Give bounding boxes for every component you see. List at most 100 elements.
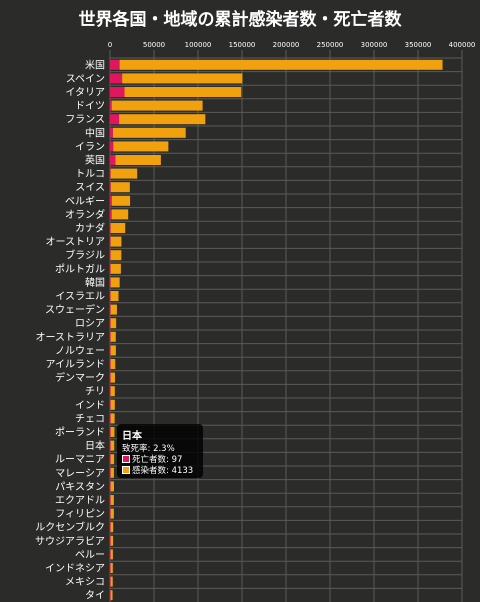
bar-deaths[interactable] [110, 141, 114, 152]
bar-cases[interactable] [112, 127, 186, 138]
bar-deaths[interactable] [110, 291, 111, 301]
bar-cases[interactable] [110, 168, 138, 179]
bar-deaths[interactable] [110, 236, 111, 247]
category-label: ルーマニア [55, 455, 105, 466]
category-label: カナダ [75, 222, 105, 235]
bar-deaths[interactable] [110, 223, 111, 233]
bar-deaths[interactable] [110, 563, 111, 573]
bar-deaths[interactable] [110, 386, 111, 397]
bar-cases[interactable] [110, 427, 115, 437]
bar-cases[interactable] [110, 576, 113, 587]
bar-cases[interactable] [110, 508, 114, 519]
tooltip-cases: 感染者数: 4133 [132, 466, 194, 476]
bar-cases[interactable] [110, 440, 115, 451]
bar-deaths[interactable] [110, 127, 113, 138]
bar-deaths[interactable] [110, 549, 111, 560]
bar-deaths[interactable] [110, 576, 111, 587]
bar-cases[interactable] [124, 87, 242, 97]
bar-deaths[interactable] [110, 263, 111, 274]
bar-cases[interactable] [110, 359, 116, 369]
bar-deaths[interactable] [110, 304, 111, 315]
category-label: ルクセンブルク [35, 521, 105, 534]
category-label: オーストラリア [36, 331, 106, 343]
bar-deaths[interactable] [110, 277, 111, 288]
bar-cases[interactable] [111, 195, 131, 206]
bar-cases[interactable] [110, 399, 115, 410]
bar-cases[interactable] [110, 535, 114, 546]
bar-cases[interactable] [110, 372, 115, 383]
x-tick-label: 250000 [317, 41, 344, 49]
bar-deaths[interactable] [110, 481, 111, 492]
bar-deaths[interactable] [110, 345, 111, 356]
bar-cases[interactable] [119, 59, 443, 70]
bar-deaths[interactable] [110, 209, 112, 220]
bar-deaths[interactable] [110, 522, 111, 533]
bar-deaths[interactable] [110, 318, 111, 329]
bar-cases[interactable] [111, 100, 203, 111]
bar-cases[interactable] [110, 236, 122, 247]
bar-cases[interactable] [110, 467, 114, 478]
bar-cases[interactable] [110, 182, 130, 193]
bar-deaths[interactable] [110, 440, 111, 451]
bar-cases[interactable] [110, 481, 114, 492]
category-label: マレーシア [55, 468, 105, 479]
bar-cases[interactable] [110, 454, 115, 465]
bar-cases[interactable] [110, 563, 113, 573]
category-label: 中国 [85, 126, 105, 139]
bar-deaths[interactable] [110, 535, 111, 546]
bar-cases[interactable] [110, 291, 119, 301]
bar-cases[interactable] [110, 495, 114, 505]
bar-deaths[interactable] [110, 508, 111, 519]
bar-cases[interactable] [110, 304, 117, 315]
category-label: パキスタン [55, 481, 105, 493]
bar-cases[interactable] [110, 331, 116, 342]
bar-deaths[interactable] [110, 413, 111, 424]
category-label: インドネシア [45, 563, 105, 575]
bar-deaths[interactable] [110, 59, 120, 70]
bar-cases[interactable] [122, 73, 243, 84]
bar-deaths[interactable] [110, 467, 111, 478]
bar-deaths[interactable] [110, 87, 125, 97]
bar-cases[interactable] [110, 263, 121, 274]
bar-deaths[interactable] [110, 495, 111, 505]
category-label: 米国 [85, 58, 105, 71]
bar-deaths[interactable] [110, 427, 111, 437]
bar-cases[interactable] [110, 345, 116, 356]
bar-deaths[interactable] [110, 168, 111, 179]
bar-cases[interactable] [113, 141, 169, 152]
bar-deaths[interactable] [110, 359, 111, 369]
bar-deaths[interactable] [110, 331, 111, 342]
category-label: イタリア [65, 87, 105, 99]
category-label: 英国 [85, 154, 105, 167]
bar-cases[interactable] [119, 114, 206, 125]
bar-deaths[interactable] [110, 100, 112, 111]
bar-cases[interactable] [110, 386, 115, 397]
category-label: 日本 [85, 439, 105, 452]
bar-cases[interactable] [110, 413, 115, 424]
category-label: ロシア [75, 319, 105, 330]
category-label: ポーランド [55, 427, 105, 439]
category-label: チェコ [75, 413, 105, 425]
bar-deaths[interactable] [110, 372, 111, 383]
x-axis-ticks: 0 50000 100000 150000 200000 250000 300000 3500… [108, 41, 476, 49]
bar-deaths[interactable] [110, 590, 111, 601]
bar-deaths[interactable] [110, 155, 116, 165]
category-label: オランダ [65, 208, 105, 221]
bar-cases[interactable] [110, 223, 126, 233]
bar-cases[interactable] [110, 250, 122, 261]
bar-cases[interactable] [111, 209, 129, 220]
bar-deaths[interactable] [110, 250, 111, 261]
bar-cases[interactable] [110, 549, 113, 560]
bar-cases[interactable] [110, 590, 113, 601]
bar-deaths[interactable] [110, 73, 123, 84]
bar-deaths[interactable] [110, 195, 112, 206]
bar-deaths[interactable] [110, 454, 111, 465]
bar-deaths[interactable] [110, 399, 111, 410]
bar-cases[interactable] [115, 155, 161, 165]
bar-cases[interactable] [110, 277, 120, 288]
bar-deaths[interactable] [110, 182, 111, 193]
bar-cases[interactable] [110, 318, 117, 329]
bar-cases[interactable] [110, 522, 114, 533]
bar-deaths[interactable] [110, 114, 120, 125]
category-label: メキシコ [65, 577, 105, 588]
